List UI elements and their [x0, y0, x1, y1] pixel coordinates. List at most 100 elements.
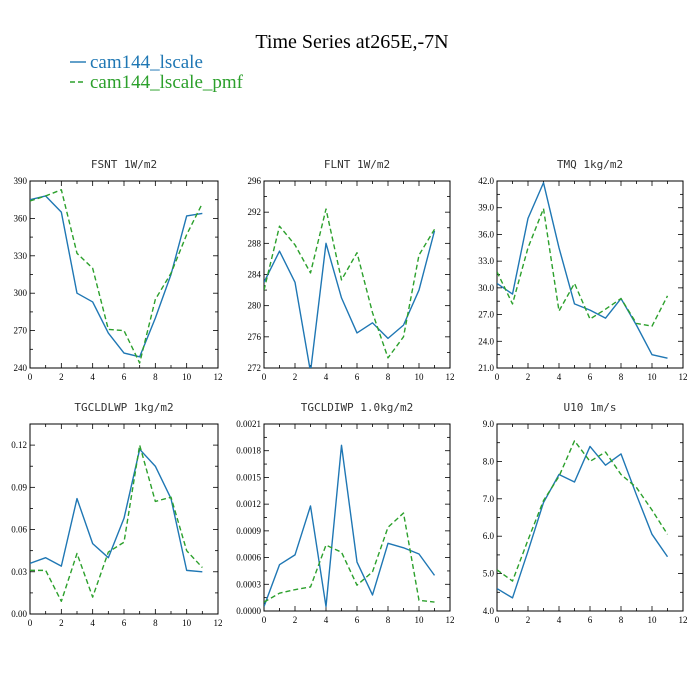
y-tick-label: 0.0015 [236, 472, 261, 482]
x-tick-label: 12 [446, 615, 455, 625]
y-tick-label: 330 [14, 251, 28, 261]
y-tick-label: 300 [14, 288, 28, 298]
y-tick-label: 36.0 [478, 229, 494, 239]
y-tick-label: 27.0 [478, 310, 494, 320]
x-tick-label: 0 [495, 372, 500, 382]
y-tick-label: 288 [248, 238, 262, 248]
legend-label-lscale: cam144_lscale [90, 52, 203, 73]
y-tick-label: 0.03 [11, 567, 27, 577]
x-tick-label: 12 [679, 372, 688, 382]
panel-grid: FSNT 1W/m20 2 4 6 8 10 12240270300330360390FLN… [11, 158, 687, 628]
panel-title-flnt: FLNT 1W/m2 [324, 158, 390, 171]
y-tick-label: 5.0 [483, 569, 495, 579]
x-tick-label: 4 [557, 372, 562, 382]
y-tick-label: 30.0 [478, 283, 494, 293]
x-tick-label: 8 [619, 615, 624, 625]
x-tick-label: 4 [324, 615, 329, 625]
y-tick-label: 240 [14, 363, 28, 373]
x-tick-label: 6 [122, 372, 127, 382]
panel-title-fsnt: FSNT 1W/m2 [91, 158, 157, 171]
plot-frame-u10 [496, 423, 684, 612]
x-tick-label: 10 [648, 615, 658, 625]
y-tick-label: 0.09 [11, 482, 27, 492]
x-tick-label: 0 [495, 615, 500, 625]
x-tick-label: 6 [588, 615, 593, 625]
y-tick-label: 0.00 [11, 609, 27, 619]
y-tick-label: 292 [248, 207, 262, 217]
y-tick-label: 4.0 [483, 606, 495, 616]
y-tick-label: 8.0 [483, 456, 495, 466]
y-tick-label: 0.0012 [236, 499, 261, 509]
panel-u10: U10 1m/s 0 2 4 6 8 10 12 4.0 5.0 6.0 7.0 8.0 9.0 [483, 401, 688, 625]
series-line-cam144-lscale-tgcldiwp [264, 444, 436, 608]
x-tick-label: 10 [182, 618, 192, 628]
x-tick-label: 10 [415, 615, 425, 625]
x-tick-label: 8 [619, 372, 624, 382]
y-tick-label: 7.0 [483, 494, 495, 504]
x-tick-label: 8 [153, 618, 158, 628]
x-tick-label: 2 [59, 372, 64, 382]
panel-title-u10: U10 1m/s [564, 401, 617, 414]
y-tick-label: 296 [248, 176, 262, 186]
x-tick-label: 0 [262, 372, 267, 382]
series-line-cam144-lscale-tmq [497, 182, 668, 359]
x-tick-label: 4 [90, 618, 95, 628]
x-tick-label: 10 [415, 372, 425, 382]
series-line-cam144-lscale-pmf-tmq [497, 207, 669, 327]
panel-tgcldlwp: TGCLDLWP 1kg/m2 0 2 4 6 8 10 12 0.00 0.03 0.06 0.09… [11, 401, 222, 628]
y-tick-label: 284 [248, 270, 262, 280]
series-line-cam144-lscale-pmf-fsnt [30, 189, 203, 364]
x-tick-label: 4 [90, 372, 95, 382]
panel-flnt: FLNT 1W/m2 0 2 4 6 8 10 12 272 276 280 284 288 292 296 [248, 158, 455, 382]
panel-title-tmq: TMQ 1kg/m2 [557, 158, 623, 171]
x-tick-label: 10 [648, 372, 658, 382]
x-tick-label: 0 [28, 372, 33, 382]
series-line-cam144-lscale-pmf-tgcldlwp [30, 444, 203, 603]
series-line-cam144-lscale-pmf-flnt [264, 208, 436, 359]
x-tick-label: 6 [588, 372, 593, 382]
x-tick-label: 2 [293, 372, 298, 382]
x-tick-label: 12 [679, 615, 688, 625]
series-line-cam144-lscale-flnt [264, 230, 436, 368]
y-tick-label: 42.0 [478, 176, 494, 186]
series-line-cam144-lscale-tgcldlwp [30, 448, 203, 573]
y-tick-label: 0.0003 [236, 579, 261, 589]
y-tick-label: 6.0 [483, 531, 495, 541]
x-tick-label: 6 [355, 372, 360, 382]
y-tick-label: 276 [248, 332, 262, 342]
legend-entry-lscale-pmf: cam144_lscale_pmf [70, 72, 244, 93]
y-tick-label: 0.12 [11, 440, 27, 450]
series-line-cam144-lscale-pmf-tgcldiwp [264, 512, 435, 603]
x-tick-label: 2 [293, 615, 298, 625]
y-tick-label: 21.0 [478, 363, 494, 373]
y-tick-label: 33.0 [478, 256, 494, 266]
panel-tmq: TMQ 1kg/m2 0 2 4 6 8 10 12 21.0 24.0 27.0 30.0 33.0 3… [478, 158, 687, 382]
x-tick-label: 10 [182, 372, 192, 382]
series-line-cam144-lscale-pmf-u10 [497, 440, 669, 582]
plot-frame-tmq [496, 180, 684, 369]
panel-title-tgcldiwp: TGCLDIWP 1.0kg/m2 [301, 401, 414, 414]
x-tick-label: 6 [355, 615, 360, 625]
x-tick-label: 8 [153, 372, 158, 382]
x-tick-label: 4 [324, 372, 329, 382]
legend-label-lscale-pmf: cam144_lscale_pmf [90, 72, 244, 93]
series-line-cam144-lscale-u10 [497, 445, 669, 599]
y-tick-label: 0.0021 [236, 419, 261, 429]
x-tick-label: 4 [557, 615, 562, 625]
x-tick-label: 2 [59, 618, 64, 628]
panel-title-tgcldlwp: TGCLDLWP 1kg/m2 [74, 401, 173, 414]
y-tick-label: 272 [248, 363, 262, 373]
x-tick-label: 2 [526, 372, 531, 382]
x-tick-label: 0 [262, 615, 267, 625]
y-tick-label: 270 [14, 326, 28, 336]
x-tick-label: 2 [526, 615, 531, 625]
x-tick-label: 12 [214, 618, 223, 628]
y-tick-label: 280 [248, 301, 262, 311]
y-tick-label: 360 [14, 213, 28, 223]
x-tick-label: 6 [122, 618, 127, 628]
x-tick-label: 0 [28, 618, 33, 628]
x-tick-label: 8 [386, 615, 391, 625]
x-tick-label: 12 [446, 372, 455, 382]
x-tick-label: 12 [214, 372, 223, 382]
